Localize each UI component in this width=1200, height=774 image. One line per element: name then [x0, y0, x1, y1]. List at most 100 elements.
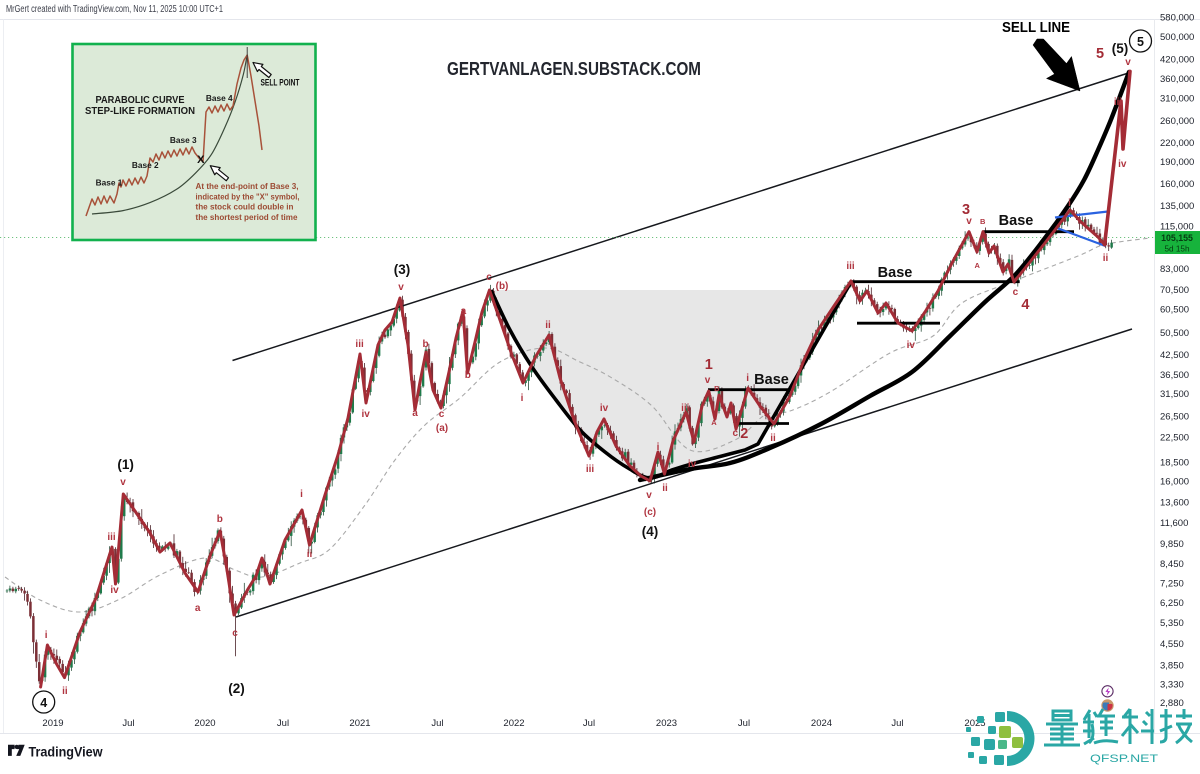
- svg-text:ii: ii: [307, 549, 313, 560]
- svg-text:c: c: [733, 428, 739, 439]
- svg-text:Jul: Jul: [277, 718, 289, 729]
- svg-text:42,500: 42,500: [1160, 350, 1189, 361]
- svg-text:i: i: [300, 489, 303, 500]
- svg-text:5: 5: [1096, 46, 1104, 62]
- svg-text:ii: ii: [62, 686, 68, 697]
- svg-text:360,000: 360,000: [1160, 74, 1194, 85]
- svg-text:B: B: [980, 217, 986, 226]
- svg-text:indicated by the "X" symbol,: indicated by the "X" symbol,: [196, 191, 300, 201]
- svg-text:580,000: 580,000: [1160, 13, 1194, 24]
- svg-text:4,550: 4,550: [1160, 639, 1184, 650]
- svg-text:a: a: [461, 306, 467, 317]
- svg-text:26,500: 26,500: [1160, 411, 1189, 422]
- svg-text:Base 1: Base 1: [96, 178, 123, 188]
- svg-text:v: v: [398, 282, 404, 293]
- svg-text:8,450: 8,450: [1160, 559, 1184, 570]
- svg-text:83,000: 83,000: [1160, 264, 1189, 275]
- svg-text:7,250: 7,250: [1160, 579, 1184, 590]
- svg-text:iv: iv: [1118, 159, 1127, 170]
- svg-text:2: 2: [740, 426, 748, 442]
- svg-text:i: i: [746, 373, 749, 384]
- svg-text:4: 4: [1021, 297, 1029, 313]
- svg-text:a: a: [412, 408, 418, 419]
- svg-text:2019: 2019: [42, 718, 63, 729]
- svg-text:2021: 2021: [349, 718, 370, 729]
- svg-text:the stock could double in: the stock could double in: [196, 202, 294, 212]
- svg-text:TradingView: TradingView: [29, 744, 103, 759]
- svg-text:STEP-LIKE FORMATION: STEP-LIKE FORMATION: [85, 106, 195, 117]
- svg-text:4: 4: [40, 696, 47, 710]
- svg-text:i: i: [1068, 198, 1071, 209]
- svg-text:Base 4: Base 4: [206, 93, 233, 103]
- svg-text:Base: Base: [754, 372, 789, 388]
- svg-text:ii: ii: [545, 320, 551, 331]
- svg-text:11,600: 11,600: [1160, 518, 1188, 529]
- svg-text:iv: iv: [362, 409, 371, 420]
- svg-text:ii: ii: [662, 483, 668, 494]
- svg-text:iv: iv: [110, 585, 119, 596]
- svg-text:Jul: Jul: [431, 718, 443, 729]
- svg-text:(b): (b): [496, 281, 509, 292]
- svg-text:160,000: 160,000: [1160, 179, 1194, 190]
- svg-text:(a): (a): [436, 423, 448, 434]
- svg-text:420,000: 420,000: [1160, 54, 1194, 65]
- svg-text:iii: iii: [107, 532, 116, 543]
- svg-text:(3): (3): [394, 262, 411, 277]
- svg-text:22,500: 22,500: [1160, 432, 1189, 443]
- svg-text:18,500: 18,500: [1160, 458, 1189, 469]
- svg-text:50,500: 50,500: [1160, 328, 1189, 339]
- svg-text:v: v: [966, 216, 972, 227]
- svg-text:b: b: [217, 514, 223, 525]
- svg-text:B: B: [714, 384, 720, 393]
- svg-text:c: c: [486, 272, 492, 283]
- svg-text:115,000: 115,000: [1160, 222, 1194, 233]
- svg-text:500,000: 500,000: [1160, 32, 1194, 43]
- svg-text:220,000: 220,000: [1160, 138, 1194, 149]
- svg-text:5d 15h: 5d 15h: [1164, 245, 1189, 254]
- svg-text:iv: iv: [907, 340, 916, 351]
- svg-text:13,600: 13,600: [1160, 498, 1189, 509]
- svg-text:A: A: [711, 418, 717, 427]
- svg-text:3,850: 3,850: [1160, 661, 1184, 672]
- svg-text:v: v: [646, 490, 652, 501]
- svg-text:105,155: 105,155: [1161, 233, 1193, 243]
- svg-text:iii: iii: [1114, 97, 1123, 108]
- svg-text:Jul: Jul: [583, 718, 595, 729]
- svg-text:c: c: [232, 628, 238, 639]
- svg-text:the shortest period of time: the shortest period of time: [196, 212, 298, 222]
- svg-text:2025: 2025: [964, 718, 985, 729]
- svg-text:a: a: [195, 603, 201, 614]
- svg-text:v: v: [120, 477, 126, 488]
- svg-text:iii: iii: [586, 464, 595, 475]
- svg-text:2024: 2024: [811, 718, 832, 729]
- svg-text:16,000: 16,000: [1160, 477, 1189, 488]
- svg-text:Jul: Jul: [122, 718, 134, 729]
- svg-text:3,330: 3,330: [1160, 679, 1184, 690]
- svg-text:PARABOLIC CURVE: PARABOLIC CURVE: [96, 95, 185, 106]
- svg-text:(2): (2): [228, 681, 245, 696]
- svg-text:c: c: [1013, 287, 1019, 298]
- svg-text:2022: 2022: [503, 718, 524, 729]
- svg-text:v: v: [705, 375, 711, 386]
- svg-text:MrGert created with TradingVie: MrGert created with TradingView.com, Nov…: [6, 4, 223, 15]
- svg-text:iii: iii: [355, 339, 364, 350]
- svg-text:b: b: [423, 339, 429, 350]
- svg-text:GERTVANLAGEN.SUBSTACK.COM: GERTVANLAGEN.SUBSTACK.COM: [447, 59, 701, 79]
- svg-text:(5): (5): [1112, 41, 1129, 56]
- svg-text:135,000: 135,000: [1160, 201, 1194, 212]
- svg-text:QFSP.NET: QFSP.NET: [1090, 753, 1158, 765]
- svg-text:i: i: [657, 442, 660, 453]
- svg-text:260,000: 260,000: [1160, 116, 1194, 127]
- svg-text:iii: iii: [681, 403, 690, 414]
- svg-text:Base 2: Base 2: [132, 160, 159, 170]
- svg-text:(c): (c): [644, 507, 656, 518]
- svg-text:b: b: [465, 370, 471, 381]
- svg-text:ii: ii: [1103, 253, 1109, 264]
- svg-text:At the end-point of Base 3,: At the end-point of Base 3,: [196, 181, 299, 191]
- svg-text:Base 3: Base 3: [170, 135, 197, 145]
- svg-text:iii: iii: [846, 261, 855, 272]
- svg-text:iv: iv: [600, 403, 609, 414]
- svg-text:(1): (1): [117, 457, 134, 472]
- svg-text:3: 3: [962, 202, 970, 218]
- svg-text:9,850: 9,850: [1160, 539, 1184, 550]
